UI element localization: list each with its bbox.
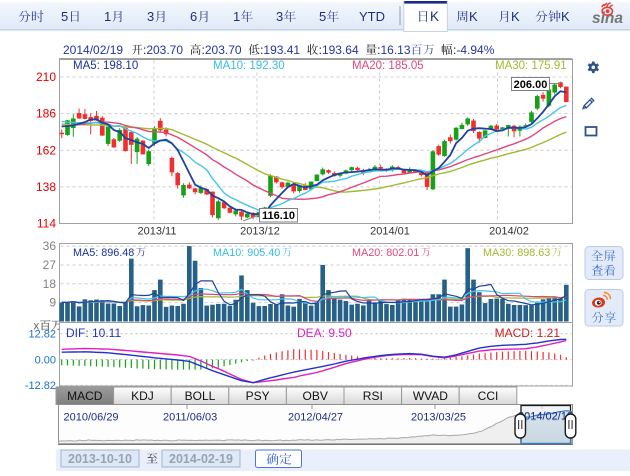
svg-text:CCI: CCI: [478, 389, 499, 403]
svg-text:2013/12: 2013/12: [240, 226, 280, 238]
svg-text:3: 3: [276, 9, 283, 24]
svg-text::: :: [453, 43, 456, 57]
svg-text:2014/02/19: 2014/02/19: [518, 411, 573, 423]
svg-text:WVAD: WVAD: [413, 389, 448, 403]
svg-text:27: 27: [43, 258, 57, 272]
svg-text:3: 3: [147, 9, 154, 24]
svg-text:MA5: 896.48: MA5: 896.48: [73, 247, 134, 259]
svg-text:MA10: 905.40: MA10: 905.40: [213, 247, 280, 259]
svg-text:MACD: 1.21: MACD: 1.21: [495, 326, 561, 340]
svg-text:5: 5: [61, 9, 68, 24]
svg-text:36: 36: [43, 239, 57, 253]
svg-text:x: x: [34, 321, 40, 333]
svg-text:162: 162: [36, 143, 56, 157]
svg-text:0.00: 0.00: [35, 354, 56, 366]
svg-text:K: K: [430, 9, 439, 24]
svg-text::: :: [319, 43, 322, 57]
svg-text:2014/02: 2014/02: [489, 226, 529, 238]
svg-text:MA30: 898.63: MA30: 898.63: [483, 247, 550, 259]
svg-text:MA30: 175.91: MA30: 175.91: [495, 60, 567, 72]
svg-text:138: 138: [36, 180, 56, 194]
svg-text:2013/11: 2013/11: [138, 226, 177, 238]
svg-text:18: 18: [43, 277, 57, 291]
svg-text:KDJ: KDJ: [131, 389, 154, 403]
svg-text:-4.94%: -4.94%: [456, 43, 494, 57]
svg-text:203.70: 203.70: [146, 43, 183, 57]
svg-text:MA10: 192.30: MA10: 192.30: [213, 60, 285, 72]
svg-text:-12.82: -12.82: [25, 380, 56, 392]
svg-text:16.13: 16.13: [380, 43, 410, 57]
svg-text:2014/01: 2014/01: [370, 226, 410, 238]
svg-text:2014-02-19: 2014-02-19: [169, 452, 233, 466]
svg-text:OBV: OBV: [303, 389, 328, 403]
svg-text:sina: sina: [592, 10, 623, 27]
svg-text:2012/04/27: 2012/04/27: [288, 412, 343, 424]
svg-text:114: 114: [37, 217, 56, 231]
svg-text:DEA: 9.50: DEA: 9.50: [297, 326, 352, 340]
svg-text:210: 210: [36, 70, 56, 84]
svg-text:2010/06/29: 2010/06/29: [64, 412, 119, 424]
svg-text:6: 6: [190, 9, 197, 24]
svg-text::: :: [202, 43, 205, 57]
svg-text:K: K: [469, 9, 478, 24]
svg-text:1: 1: [104, 9, 111, 24]
svg-text:PSY: PSY: [246, 389, 270, 403]
svg-text:K: K: [561, 9, 570, 24]
svg-text:9: 9: [49, 296, 56, 310]
svg-text:RSI: RSI: [363, 389, 383, 403]
svg-text:K: K: [511, 9, 520, 24]
svg-text:MACD: MACD: [67, 389, 103, 403]
svg-text:1: 1: [233, 9, 240, 24]
svg-text:2013/03/25: 2013/03/25: [411, 412, 466, 424]
svg-text:BOLL: BOLL: [185, 389, 216, 403]
svg-text:DIF: 10.11: DIF: 10.11: [66, 326, 121, 340]
svg-text:193.64: 193.64: [322, 43, 359, 57]
svg-text:203.70: 203.70: [205, 43, 242, 57]
svg-text:MA20: 802.01: MA20: 802.01: [352, 247, 419, 259]
svg-text:2014/02/19: 2014/02/19: [63, 43, 123, 57]
svg-text::: :: [143, 43, 146, 57]
svg-text:186: 186: [36, 107, 56, 121]
svg-text:116.10: 116.10: [262, 210, 295, 222]
svg-text::: :: [260, 43, 263, 57]
svg-text:MA20: 185.05: MA20: 185.05: [352, 60, 424, 72]
svg-text::: :: [377, 43, 380, 57]
svg-text:2011/06/03: 2011/06/03: [163, 412, 217, 424]
svg-text:206.00: 206.00: [514, 79, 548, 91]
svg-text:12.82: 12.82: [28, 329, 56, 341]
svg-text:5: 5: [319, 9, 326, 24]
svg-text:MA5: 198.10: MA5: 198.10: [73, 60, 138, 72]
svg-text:193.41: 193.41: [263, 43, 300, 57]
svg-text:YTD: YTD: [359, 9, 385, 24]
svg-text:2013-10-10: 2013-10-10: [68, 452, 132, 466]
